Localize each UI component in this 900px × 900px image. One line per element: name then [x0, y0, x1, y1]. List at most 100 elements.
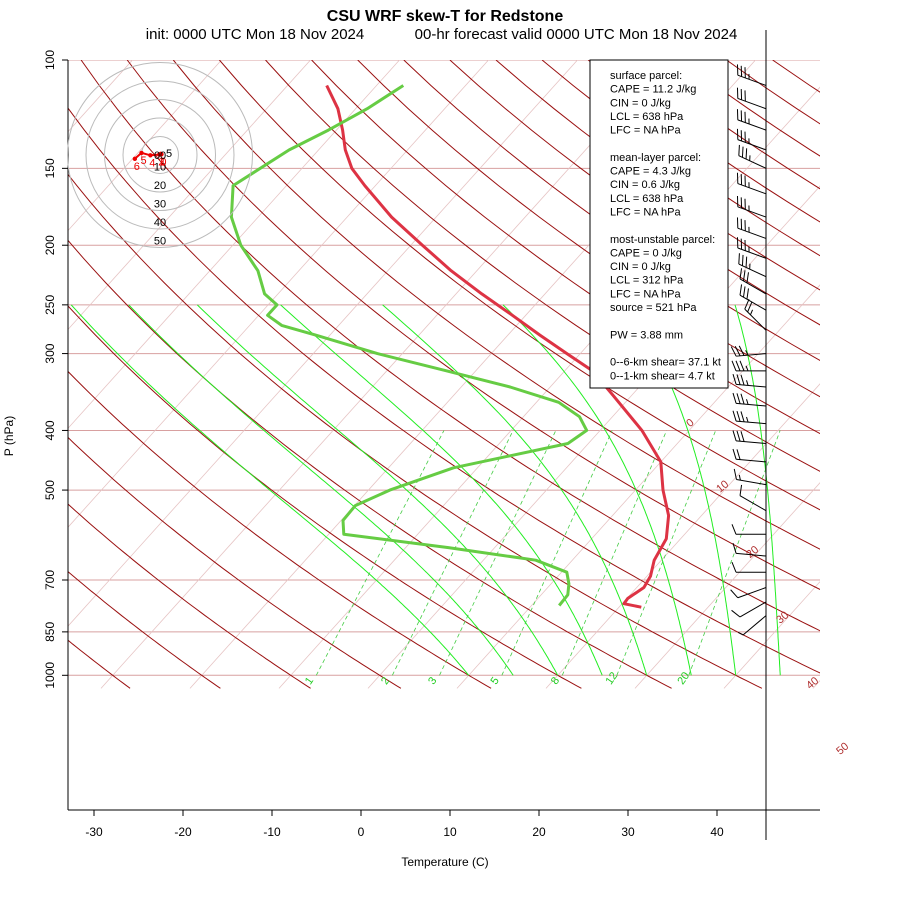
wind-barb	[736, 128, 767, 151]
hodograph-point-label: 6	[134, 161, 140, 173]
barb-flag	[731, 360, 737, 372]
info-line: source = 521 hPa	[610, 302, 697, 314]
wind-barb	[736, 109, 767, 131]
moist-adiabat-line	[280, 304, 603, 676]
info-line: mean-layer parcel:	[610, 152, 701, 164]
y-tick-label: 700	[43, 570, 57, 590]
barb-half-flag	[749, 309, 754, 315]
barb-staff	[737, 74, 767, 86]
y-tick-label: 850	[43, 622, 57, 642]
barb-staff	[738, 263, 767, 278]
isotherm-line	[68, 60, 222, 232]
barb-staff	[736, 440, 767, 444]
barb-flag	[732, 448, 737, 460]
wind-barb	[732, 373, 767, 388]
info-line: LCL = 312 hPa	[610, 275, 684, 287]
barb-staff	[738, 155, 767, 169]
barb-flag	[740, 374, 745, 386]
barb-staff	[736, 353, 767, 357]
moist-adiabat-line	[734, 304, 781, 676]
x-tick-label: 20	[532, 825, 546, 839]
dry-adiabat-line	[219, 60, 820, 511]
info-line	[610, 343, 613, 355]
wind-barb	[730, 345, 767, 357]
wind-barb	[732, 448, 767, 463]
hodograph-point-label: 0	[160, 156, 166, 168]
hodograph-point-label: 2	[158, 157, 164, 169]
mixing-ratio-label: 2	[379, 675, 392, 687]
x-tick-label: -30	[85, 825, 103, 839]
hodograph-point	[157, 152, 162, 157]
info-line: CIN = 0 J/kg	[610, 97, 671, 109]
series-temperature-line	[325, 84, 671, 609]
dry-adiabat-line	[726, 60, 820, 125]
info-line: LCL = 638 hPa	[610, 111, 684, 123]
hodograph-point-label: 1	[160, 156, 166, 168]
wind-barb	[738, 144, 767, 169]
isotherm-label: 40	[804, 675, 821, 692]
info-line: surface parcel:	[610, 70, 682, 82]
barb-staff	[737, 247, 767, 259]
y-tick-label: 400	[43, 420, 57, 440]
barb-staff	[739, 278, 767, 295]
chart-subtitle-valid: 00-hr forecast valid 0000 UTC Mon 18 Nov…	[415, 26, 738, 43]
barb-half-flag	[746, 416, 749, 423]
wind-barb	[738, 615, 767, 636]
barb-flag	[735, 360, 741, 372]
barb-staff	[736, 458, 767, 463]
wind-barb	[744, 299, 767, 331]
barb-flag	[742, 286, 746, 298]
barb-flag	[732, 392, 737, 404]
dry-adiabat-line	[449, 60, 820, 326]
info-line: CAPE = 11.2 J/kg	[610, 84, 696, 96]
barb-flag	[736, 410, 741, 422]
chart-title: CSU WRF skew-T for Redstone	[327, 8, 564, 25]
barb-half-flag	[746, 399, 749, 405]
barb-flag	[733, 468, 737, 480]
hodograph-ring-label: 50	[154, 236, 166, 248]
info-line: PW = 3.88 mm	[610, 329, 683, 341]
y-tick-label: 1000	[43, 662, 57, 689]
wind-barb	[736, 64, 767, 86]
info-line: LFC = NA hPa	[610, 125, 682, 137]
background-lines	[0, 60, 820, 689]
wind-barb	[731, 524, 766, 535]
barb-flag	[736, 393, 741, 404]
isotherm-line	[812, 679, 820, 689]
dry-adiabat-line	[172, 60, 820, 550]
x-tick-label: 40	[710, 825, 724, 839]
isotherm-line	[0, 60, 44, 688]
wind-barbs	[730, 30, 767, 840]
barb-flag	[740, 431, 745, 442]
mixing-ratio-label: 12	[603, 670, 620, 687]
wind-barb	[731, 601, 767, 618]
barb-flag	[741, 146, 744, 158]
mixing-ratio-line	[616, 430, 717, 676]
info-line	[610, 220, 613, 232]
hodograph-point	[139, 150, 144, 156]
dry-adiabat-line	[68, 173, 763, 689]
wind-barb	[739, 284, 767, 311]
hodograph-ring-label: 40	[154, 217, 166, 229]
info-line: 0--1-km shear= 4.7 kt	[610, 370, 715, 382]
series-dewpoint-line	[229, 84, 589, 607]
barb-half-flag	[738, 631, 744, 636]
info-line: CIN = 0.6 J/kg	[610, 179, 680, 191]
wind-barb	[736, 237, 767, 259]
isotherm-line	[456, 284, 820, 689]
y-tick-label: 150	[43, 158, 57, 178]
wind-barb	[731, 360, 766, 372]
mixing-ratio-label: 8	[549, 675, 562, 687]
barb-flag	[740, 411, 745, 422]
wind-barb	[731, 562, 766, 573]
wind-barb	[732, 410, 767, 425]
barb-flag	[736, 449, 741, 460]
barb-staff	[742, 615, 767, 636]
info-line: 0--6-km shear= 37.1 kt	[610, 357, 721, 369]
wind-barb	[732, 392, 767, 407]
wind-barb	[732, 542, 767, 557]
barb-staff	[736, 552, 767, 557]
